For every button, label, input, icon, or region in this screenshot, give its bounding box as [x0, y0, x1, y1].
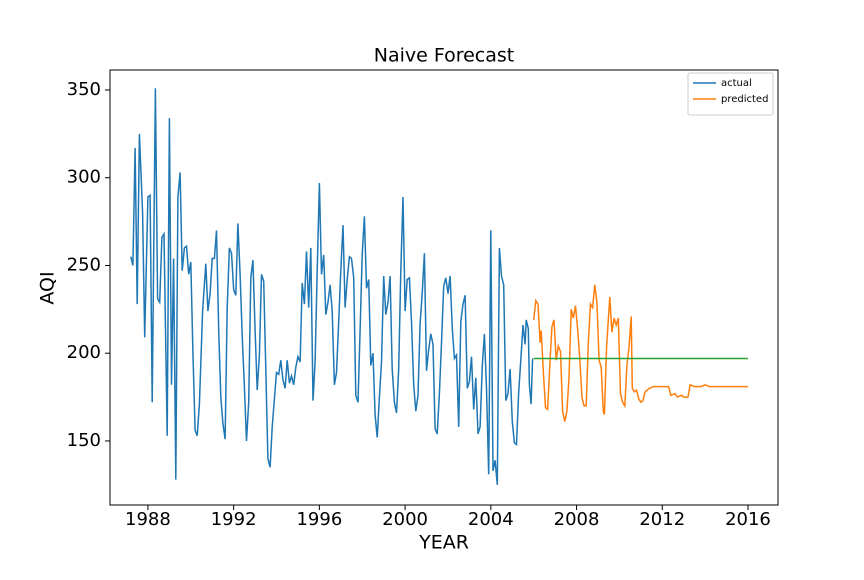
x-tick-label: 2008: [554, 509, 600, 530]
x-axis-label: YEAR: [418, 532, 469, 554]
y-axis-label: AQI: [37, 271, 59, 304]
y-tick-label: 250: [67, 254, 101, 275]
x-tick-label: 1988: [125, 509, 171, 530]
series-line: [532, 284, 748, 422]
plot-frame: [109, 69, 779, 506]
x-tick-label: 2016: [725, 509, 771, 530]
legend-label: actual: [721, 78, 752, 89]
chart-title: Naive Forecast: [374, 45, 515, 67]
y-tick-label: 300: [67, 167, 101, 188]
y-tick-label: 150: [67, 430, 101, 451]
x-tick-label: 2000: [382, 509, 428, 530]
series-line: [130, 88, 534, 485]
x-tick-label: 2004: [468, 509, 514, 530]
x-tick-label: 2012: [639, 509, 685, 530]
legend-label: predicted: [721, 94, 768, 105]
x-tick-label: 1996: [296, 509, 342, 530]
y-tick-label: 350: [67, 79, 101, 100]
x-tick-label: 1992: [211, 509, 257, 530]
y-tick-label: 200: [67, 342, 101, 363]
